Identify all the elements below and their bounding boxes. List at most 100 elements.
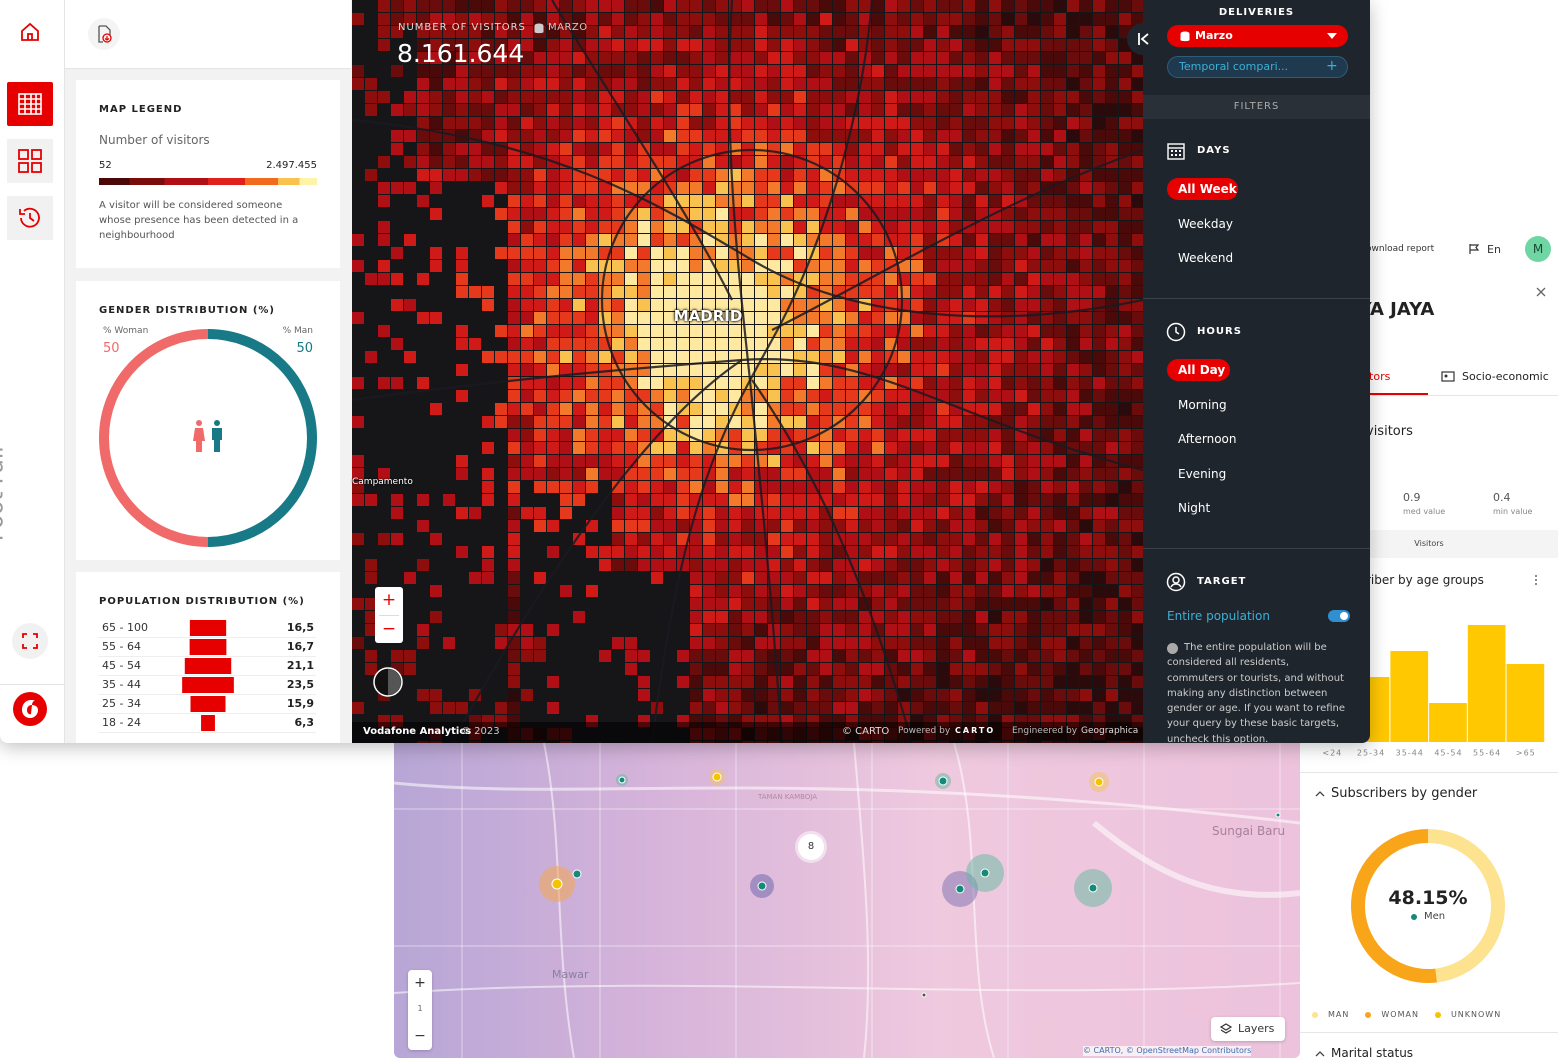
heat-cell: [547, 468, 559, 480]
heat-cell: [1132, 78, 1143, 90]
heat-cell: [690, 299, 702, 311]
heat-cell: [924, 650, 936, 662]
heat-cell: [586, 286, 598, 298]
heat-cell: [768, 13, 780, 25]
nav-item[interactable]: [12, 623, 48, 659]
heat-cell: [638, 169, 650, 181]
heat-cell: [807, 403, 819, 415]
heat-cell: [950, 208, 962, 220]
chevron[interactable]: [1315, 1050, 1325, 1058]
heat-cell: [703, 598, 715, 610]
cluster[interactable]: [798, 834, 824, 860]
heat-cell: [846, 221, 858, 233]
heat-cell: [703, 585, 715, 597]
filter-option[interactable]: Night: [1178, 501, 1211, 515]
filter-option[interactable]: All Day: [1178, 363, 1226, 377]
download-report[interactable]: ownload report: [1366, 244, 1435, 254]
heat-cell: [638, 689, 650, 701]
heat-cell: [547, 182, 559, 194]
heat-cell: [924, 416, 936, 428]
tab[interactable]: itors: [1366, 370, 1391, 383]
heat-cell: [781, 130, 793, 142]
filter-option[interactable]: Weekday: [1178, 217, 1233, 231]
heat-cell: [1106, 65, 1118, 77]
heat-cell: [677, 39, 689, 51]
heat-cell: [690, 546, 702, 558]
heat-cell: [1028, 689, 1040, 701]
home-icon[interactable]: [20, 22, 40, 42]
heat-cell: [612, 520, 624, 532]
menu-icon[interactable]: [1534, 574, 1538, 586]
zoom-out[interactable]: −: [381, 619, 397, 639]
heat-cell: [365, 104, 377, 116]
heat-cell: [872, 286, 884, 298]
heat-cell: [729, 299, 741, 311]
heat-cell: [820, 52, 832, 64]
heat-cell: [521, 0, 533, 12]
map-point: [1088, 883, 1098, 893]
dataset-select[interactable]: [1167, 25, 1348, 47]
heat-cell: [729, 520, 741, 532]
chevron[interactable]: [1315, 790, 1325, 798]
heat-cell: [508, 390, 520, 402]
heat-cell: [521, 208, 533, 220]
heat-cell: [859, 338, 871, 350]
heat-cell: [1015, 624, 1027, 636]
heat-cell: [482, 442, 494, 454]
heat-cell: [690, 455, 702, 467]
filter-option[interactable]: Weekend: [1178, 251, 1234, 265]
heat-cell: [1028, 143, 1040, 155]
filter-option[interactable]: Morning: [1178, 398, 1227, 412]
heat-cell: [651, 260, 663, 272]
filter-option[interactable]: All Week: [1178, 182, 1237, 196]
heat-cell: [690, 13, 702, 25]
heat-cell: [651, 338, 663, 350]
clock-icon: [1166, 322, 1186, 342]
heat-cell: [573, 312, 585, 324]
language[interactable]: En: [1487, 243, 1501, 256]
heat-cell: [963, 13, 975, 25]
zoom-out[interactable]: −: [414, 1028, 426, 1044]
heat-cell: [963, 546, 975, 558]
heat-cell: [586, 338, 598, 350]
heat-cell: [989, 338, 1001, 350]
heat-cell: [807, 0, 819, 12]
heat-cell: [1080, 169, 1092, 181]
heat-cell: [391, 130, 403, 142]
filter-option[interactable]: Evening: [1178, 467, 1227, 481]
compass[interactable]: [372, 666, 404, 698]
heat-cell: [768, 234, 780, 246]
zoom-in[interactable]: +: [414, 975, 426, 991]
heat-cell: [989, 390, 1001, 402]
heat-cell: [560, 299, 572, 311]
heat-cell: [898, 260, 910, 272]
heat-cell: [1119, 13, 1131, 25]
heat-cell: [950, 52, 962, 64]
map-point: [551, 878, 563, 890]
heat-cell: [937, 611, 949, 623]
avatar[interactable]: [1525, 236, 1551, 262]
nav-item[interactable]: [7, 139, 53, 183]
heat-cell: [443, 91, 455, 103]
heat-cell: [807, 208, 819, 220]
heat-cell: [729, 559, 741, 571]
heat-cell: [768, 208, 780, 220]
heat-cell: [859, 104, 871, 116]
heat-cell: [521, 104, 533, 116]
heat-cell: [1080, 299, 1092, 311]
comparison-select[interactable]: [1167, 56, 1348, 78]
zoom-in[interactable]: +: [381, 590, 397, 610]
option-active[interactable]: [1167, 359, 1230, 381]
close-icon[interactable]: [1536, 287, 1546, 297]
heat-cell: [703, 65, 715, 77]
heat-cell: [781, 208, 793, 220]
heat-cell: [1119, 676, 1131, 688]
heat-cell: [846, 377, 858, 389]
download-button[interactable]: [88, 18, 120, 50]
tab[interactable]: Socio-economic: [1462, 370, 1549, 383]
filter-option[interactable]: Afternoon: [1178, 432, 1237, 446]
x-tick-label: 45-54: [1434, 749, 1462, 758]
heat-cell: [1119, 572, 1131, 584]
option-active[interactable]: [1167, 178, 1238, 200]
heat-cell: [950, 0, 962, 12]
